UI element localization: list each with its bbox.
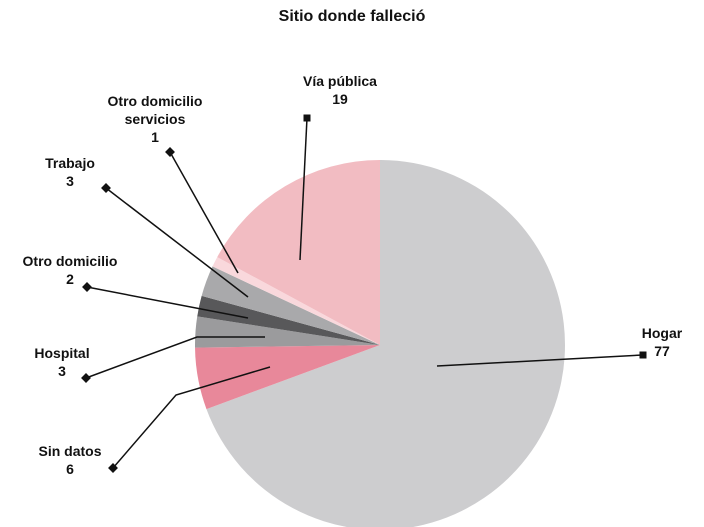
pie-slice <box>195 345 380 410</box>
slice-value: 2 <box>66 271 74 287</box>
slice-label: Otro domicilio 2 <box>10 252 130 288</box>
slice-value: 19 <box>332 91 348 107</box>
leader-line <box>299 117 308 261</box>
leader-line <box>85 336 265 379</box>
leader-marker <box>101 183 111 193</box>
chart-title: Sitio donde falleció <box>278 8 426 25</box>
slice-value: 1 <box>151 129 159 145</box>
slice-label: Otro domicilio servicios 1 <box>90 92 220 146</box>
pie-slice <box>197 295 380 345</box>
slice-name: Sin datos <box>38 443 102 459</box>
pie-slice <box>201 266 380 345</box>
pie-slice <box>212 257 380 345</box>
pie-slice <box>217 160 380 345</box>
slice-value: 3 <box>58 363 66 379</box>
pie-slice <box>195 316 380 348</box>
leader-line <box>436 354 644 367</box>
leader-line <box>105 187 249 298</box>
slice-label: Hospital 3 <box>17 344 107 380</box>
leader-marker <box>303 114 311 122</box>
pie-slice <box>206 160 565 527</box>
slice-name: Otro domicilio <box>22 253 118 269</box>
slice-name: Vía pública <box>303 73 377 89</box>
leader-marker <box>165 147 175 157</box>
slice-value: 6 <box>66 461 74 477</box>
slice-value: 77 <box>654 343 670 359</box>
slice-value: 3 <box>66 173 74 189</box>
slice-label: Trabajo 3 <box>25 154 115 190</box>
leader-line <box>169 151 239 274</box>
slice-label: Hogar 77 <box>622 324 702 360</box>
slice-label: Vía pública 19 <box>285 72 395 108</box>
slice-name: Hogar <box>641 325 683 341</box>
leader-line <box>112 366 271 469</box>
slice-name: Otro domicilio servicios <box>107 93 203 127</box>
slice-name: Trabajo <box>45 155 95 171</box>
slice-name: Hospital <box>34 345 90 361</box>
slice-label: Sin datos 6 <box>25 442 115 478</box>
leader-line <box>86 286 249 319</box>
leader-marker <box>639 351 647 359</box>
